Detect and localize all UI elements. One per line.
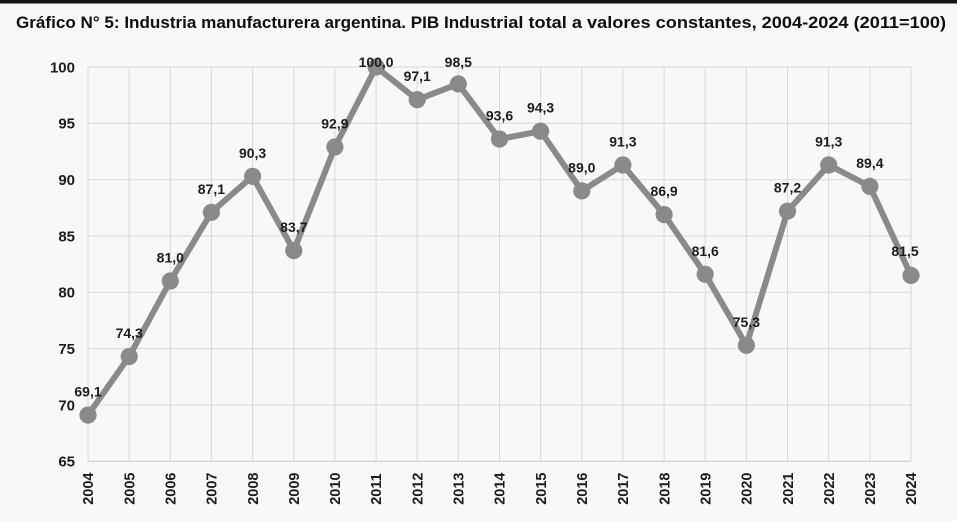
svg-text:85: 85 xyxy=(58,228,75,245)
svg-text:strial total a valores constan: strial total a valores constantes, 2004-… xyxy=(480,14,946,32)
svg-text:92,9: 92,9 xyxy=(321,116,348,132)
svg-text:2022: 2022 xyxy=(822,473,838,505)
svg-text:86,9: 86,9 xyxy=(650,183,677,199)
svg-text:70: 70 xyxy=(58,397,75,414)
svg-text:2009: 2009 xyxy=(287,473,303,505)
svg-text:69,1: 69,1 xyxy=(74,384,101,400)
svg-text:95: 95 xyxy=(58,116,75,133)
svg-text:2019: 2019 xyxy=(699,473,715,505)
svg-text:81,0: 81,0 xyxy=(157,250,184,266)
svg-text:81,5: 81,5 xyxy=(891,243,918,259)
svg-text:89,4: 89,4 xyxy=(856,155,883,171)
svg-text:2024: 2024 xyxy=(904,473,920,505)
svg-text:87,2: 87,2 xyxy=(774,180,801,196)
svg-text:97,1: 97,1 xyxy=(404,68,431,84)
svg-text:2021: 2021 xyxy=(781,473,797,505)
svg-text:2017: 2017 xyxy=(616,473,632,505)
svg-text:2016: 2016 xyxy=(575,473,591,505)
svg-text:91,3: 91,3 xyxy=(609,134,636,150)
svg-text:2014: 2014 xyxy=(493,473,509,505)
svg-text:2011: 2011 xyxy=(369,473,385,504)
svg-text:2007: 2007 xyxy=(205,473,221,505)
svg-text:87,1: 87,1 xyxy=(198,181,225,197)
svg-text:90,3: 90,3 xyxy=(239,145,266,161)
svg-text:2015: 2015 xyxy=(534,473,550,505)
svg-text:83,7: 83,7 xyxy=(280,219,307,235)
svg-text:91,3: 91,3 xyxy=(815,134,842,150)
svg-text:65: 65 xyxy=(58,454,75,471)
svg-text:2004: 2004 xyxy=(81,473,97,505)
svg-text:2012: 2012 xyxy=(410,473,426,505)
svg-text:81,6: 81,6 xyxy=(692,243,719,259)
svg-text:2023: 2023 xyxy=(863,473,879,505)
svg-text:74,3: 74,3 xyxy=(116,325,143,341)
svg-text:75,3: 75,3 xyxy=(733,314,760,330)
svg-text:2005: 2005 xyxy=(122,473,138,505)
svg-text:89,0: 89,0 xyxy=(568,159,595,175)
svg-text:2018: 2018 xyxy=(657,473,673,505)
svg-text:2020: 2020 xyxy=(740,473,756,505)
svg-text:93,6: 93,6 xyxy=(486,108,513,124)
svg-text:2006: 2006 xyxy=(164,473,180,505)
svg-text:90: 90 xyxy=(58,172,75,189)
svg-text:2010: 2010 xyxy=(328,473,344,505)
svg-text:2013: 2013 xyxy=(452,473,468,505)
svg-text:100,0: 100,0 xyxy=(359,54,394,70)
svg-text:100: 100 xyxy=(50,59,75,76)
svg-text:80: 80 xyxy=(58,285,75,302)
svg-text:2008: 2008 xyxy=(246,473,262,505)
svg-text:75: 75 xyxy=(58,341,75,358)
svg-text:Gráfico N° 5: Industria manufa: Gráfico N° 5: Industria manufacturera ar… xyxy=(16,14,480,32)
svg-text:94,3: 94,3 xyxy=(527,100,554,116)
svg-text:98,5: 98,5 xyxy=(445,54,472,70)
